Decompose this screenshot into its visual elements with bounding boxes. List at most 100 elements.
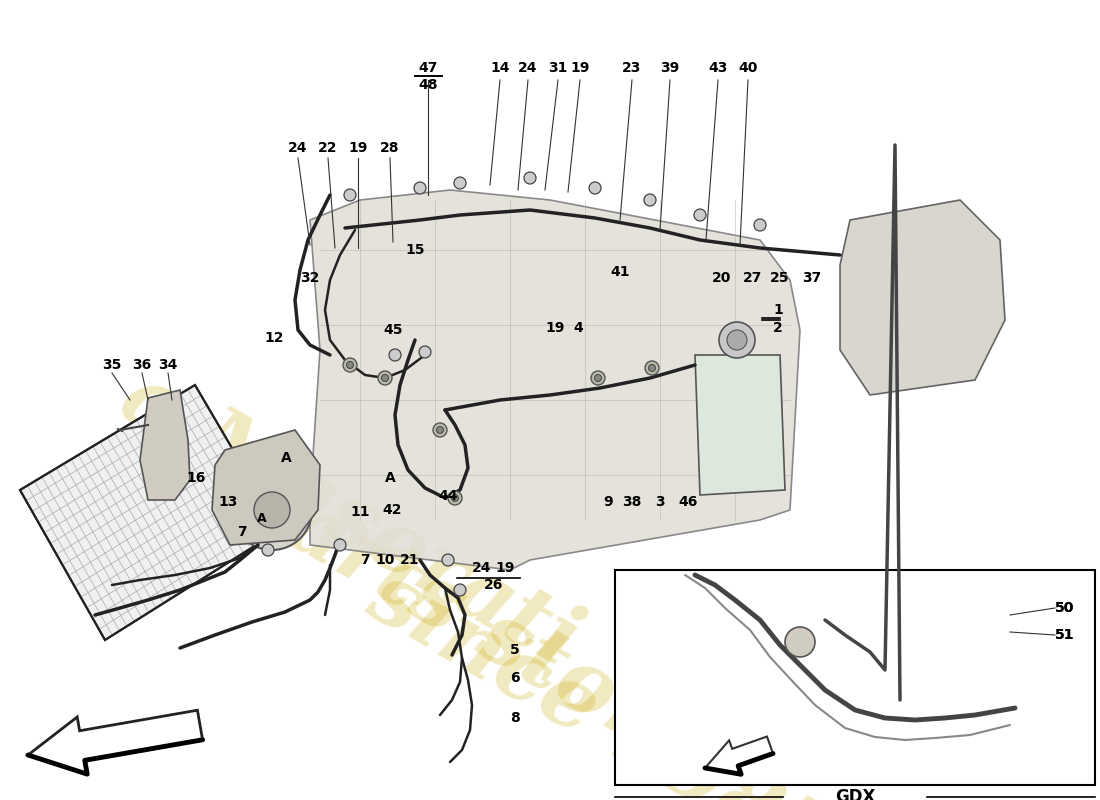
Text: 8: 8 <box>510 711 519 725</box>
Text: 19: 19 <box>570 61 590 75</box>
Circle shape <box>754 219 766 231</box>
Circle shape <box>389 349 402 361</box>
Text: 6: 6 <box>510 671 519 685</box>
Circle shape <box>649 365 656 371</box>
Text: 12: 12 <box>264 331 284 345</box>
Text: 42: 42 <box>383 503 402 517</box>
Text: 19: 19 <box>349 141 367 155</box>
Circle shape <box>419 346 431 358</box>
Text: 3: 3 <box>656 495 664 509</box>
Text: 7: 7 <box>238 525 246 539</box>
Circle shape <box>442 554 454 566</box>
Circle shape <box>454 584 466 596</box>
Circle shape <box>433 423 447 437</box>
Circle shape <box>414 182 426 194</box>
Circle shape <box>644 194 656 206</box>
Text: 23: 23 <box>623 61 641 75</box>
Text: 43: 43 <box>708 61 728 75</box>
Circle shape <box>346 362 353 369</box>
Polygon shape <box>695 355 785 495</box>
Text: 24: 24 <box>472 561 492 575</box>
Circle shape <box>719 322 755 358</box>
Polygon shape <box>20 385 281 640</box>
Text: A: A <box>280 451 292 465</box>
Circle shape <box>334 539 346 551</box>
Text: 9: 9 <box>603 495 613 509</box>
Circle shape <box>344 189 356 201</box>
Text: 16: 16 <box>186 471 206 485</box>
Text: 34: 34 <box>158 358 178 372</box>
Text: 25: 25 <box>770 271 790 285</box>
Text: 13: 13 <box>218 495 238 509</box>
Polygon shape <box>212 430 320 545</box>
Circle shape <box>262 544 274 556</box>
Circle shape <box>645 361 659 375</box>
Text: 28: 28 <box>381 141 399 155</box>
Circle shape <box>591 371 605 385</box>
Text: 24: 24 <box>288 141 308 155</box>
Text: 51: 51 <box>1055 628 1075 642</box>
Text: 31: 31 <box>548 61 568 75</box>
Circle shape <box>451 494 459 502</box>
Circle shape <box>382 374 388 382</box>
Text: 45: 45 <box>383 323 403 337</box>
FancyBboxPatch shape <box>615 570 1094 785</box>
Circle shape <box>694 209 706 221</box>
Text: 22: 22 <box>318 141 338 155</box>
Text: 46: 46 <box>679 495 697 509</box>
Polygon shape <box>705 737 773 774</box>
Text: 40: 40 <box>738 61 758 75</box>
Circle shape <box>454 177 466 189</box>
Text: 51: 51 <box>1055 628 1075 642</box>
Text: 10: 10 <box>375 553 395 567</box>
Text: since 1985: since 1985 <box>354 554 846 800</box>
Polygon shape <box>840 200 1005 395</box>
Text: 24: 24 <box>518 61 538 75</box>
Circle shape <box>524 172 536 184</box>
Text: GDX: GDX <box>835 788 876 800</box>
Polygon shape <box>140 390 190 500</box>
Text: 50: 50 <box>1055 601 1075 615</box>
Text: 15: 15 <box>405 243 425 257</box>
Text: 44: 44 <box>438 489 458 503</box>
Text: 47: 47 <box>418 61 438 75</box>
Text: 38: 38 <box>623 495 641 509</box>
Circle shape <box>785 627 815 657</box>
Text: 21: 21 <box>400 553 420 567</box>
Circle shape <box>448 491 462 505</box>
Circle shape <box>343 358 358 372</box>
Text: 41: 41 <box>610 265 629 279</box>
Circle shape <box>254 492 290 528</box>
Circle shape <box>232 470 312 550</box>
Text: 2: 2 <box>773 321 783 335</box>
Text: 7: 7 <box>360 553 370 567</box>
Text: 39: 39 <box>660 61 680 75</box>
Text: 20: 20 <box>713 271 732 285</box>
Text: 27: 27 <box>744 271 762 285</box>
Text: 1: 1 <box>773 303 783 317</box>
Text: 48: 48 <box>418 78 438 92</box>
Text: 32: 32 <box>300 271 320 285</box>
Circle shape <box>588 182 601 194</box>
Text: 19: 19 <box>495 561 515 575</box>
Text: A: A <box>385 471 395 485</box>
Text: 26: 26 <box>484 578 504 592</box>
Text: A: A <box>257 511 267 525</box>
Circle shape <box>594 374 602 382</box>
Text: a Maserati: a Maserati <box>107 355 593 685</box>
Text: 4: 4 <box>573 321 583 335</box>
Text: 37: 37 <box>802 271 822 285</box>
Text: 36: 36 <box>132 358 152 372</box>
Text: 14: 14 <box>491 61 509 75</box>
Polygon shape <box>310 190 800 570</box>
Text: 35: 35 <box>102 358 122 372</box>
Polygon shape <box>28 710 202 774</box>
Circle shape <box>727 330 747 350</box>
Text: 19: 19 <box>546 321 564 335</box>
Text: 50: 50 <box>1055 601 1075 615</box>
Text: parts store: parts store <box>221 453 718 787</box>
Text: 5: 5 <box>510 643 519 657</box>
Circle shape <box>437 426 443 434</box>
Text: 11: 11 <box>350 505 370 519</box>
Circle shape <box>378 371 392 385</box>
